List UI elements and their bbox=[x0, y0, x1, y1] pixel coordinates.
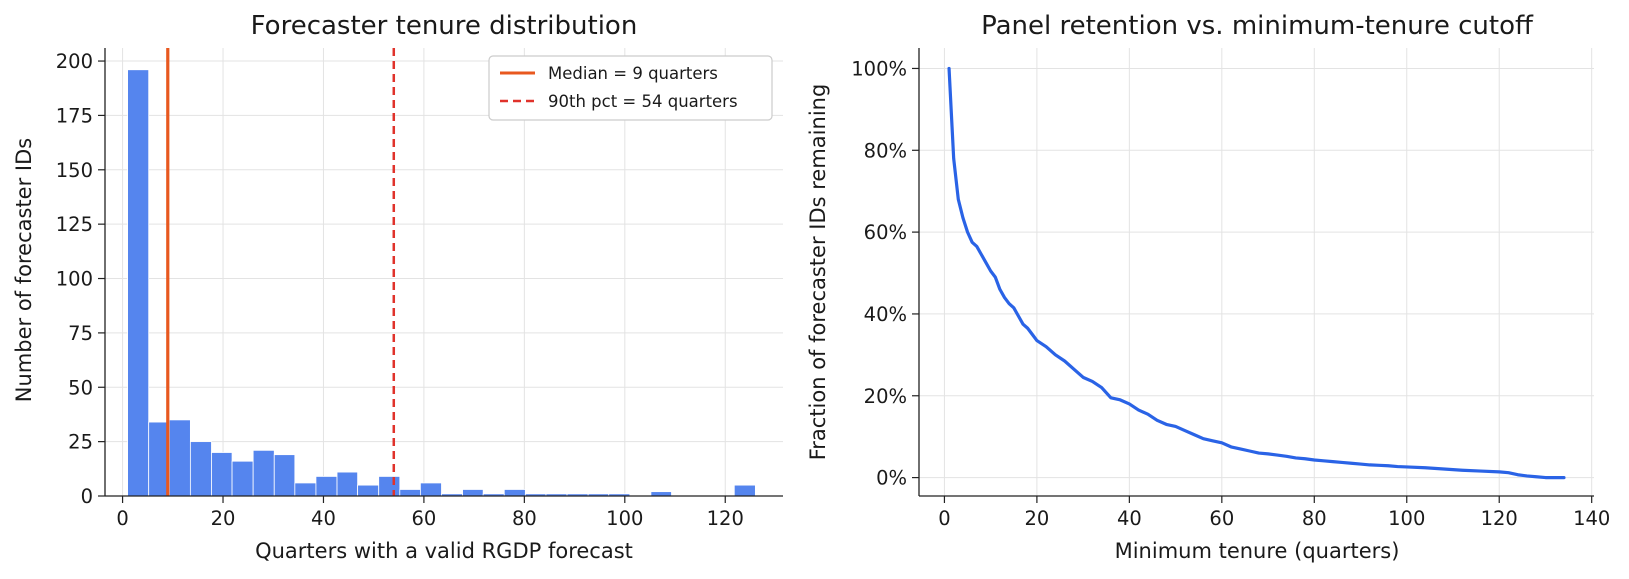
histogram-bar bbox=[357, 484, 380, 497]
y-tick-label: 200 bbox=[56, 50, 93, 73]
histogram-title: Forecaster tenure distribution bbox=[251, 11, 638, 41]
x-tick-label: 20 bbox=[211, 507, 236, 530]
y-tick-label: 25 bbox=[68, 431, 93, 454]
x-tick-label: 80 bbox=[1302, 507, 1327, 530]
histogram-bar bbox=[252, 449, 275, 497]
y-tick-label: 40% bbox=[864, 303, 907, 326]
retention-axes bbox=[918, 48, 1594, 497]
x-tick-label: 120 bbox=[1481, 507, 1518, 530]
y-tick-label: 150 bbox=[56, 159, 93, 182]
retention-series bbox=[947, 66, 1566, 480]
x-tick-label: 80 bbox=[512, 507, 537, 530]
x-tick-label: 60 bbox=[411, 507, 436, 530]
histogram-panel: Forecaster tenure distribution 0 20 40 60 80… bbox=[12, 11, 783, 563]
histogram-bar bbox=[503, 489, 526, 497]
y-tick-label: 75 bbox=[68, 322, 93, 345]
histogram-bar bbox=[273, 454, 296, 497]
x-tick-label: 100 bbox=[606, 507, 643, 530]
histogram-bar bbox=[231, 460, 254, 497]
x-tick-label: 40 bbox=[1117, 507, 1142, 530]
histogram-reference-lines bbox=[166, 48, 396, 496]
histogram-bar bbox=[378, 476, 401, 497]
y-tick-label: 20% bbox=[864, 385, 907, 408]
x-tick-label: 100 bbox=[1388, 507, 1425, 530]
histogram-y-ticks: 0 25 50 75 100 125 150 175 200 bbox=[56, 50, 105, 508]
legend-frame bbox=[488, 55, 773, 121]
retention-x-ticks: 0 20 40 60 80 100 120 140 bbox=[938, 496, 1610, 530]
y-tick-label: 125 bbox=[56, 213, 93, 236]
y-tick-label: 60% bbox=[864, 221, 907, 244]
y-tick-label: 175 bbox=[56, 104, 93, 127]
retention-gridlines bbox=[919, 48, 1594, 496]
y-tick-label: 50 bbox=[68, 376, 93, 399]
retention-title: Panel retention vs. minimum-tenure cutof… bbox=[981, 11, 1534, 41]
legend-median-label: Median = 9 quarters bbox=[548, 64, 718, 83]
histogram-bar bbox=[127, 69, 150, 497]
histogram-bar bbox=[189, 441, 212, 497]
histogram-y-axis-label: Number of forecaster IDs bbox=[12, 138, 36, 402]
y-tick-label: 80% bbox=[864, 139, 907, 162]
histogram-bar bbox=[294, 482, 317, 497]
histogram-bar bbox=[315, 476, 338, 497]
retention-curve bbox=[947, 66, 1566, 480]
histogram-bar bbox=[399, 489, 421, 497]
x-tick-label: 0 bbox=[116, 507, 128, 530]
histogram-x-ticks: 0 20 40 60 80 100 120 bbox=[116, 496, 744, 530]
histogram-bar bbox=[462, 489, 484, 497]
histogram-bar bbox=[650, 491, 672, 497]
histogram-bar bbox=[211, 452, 233, 497]
histogram-bar bbox=[336, 471, 359, 497]
x-tick-label: 20 bbox=[1024, 507, 1049, 530]
histogram-bar bbox=[168, 419, 191, 497]
y-tick-label: 0 bbox=[81, 485, 93, 508]
histogram-legend: Median = 9 quarters 90th pct = 54 quarte… bbox=[488, 55, 773, 121]
histogram-bar bbox=[419, 482, 442, 497]
retention-y-ticks: 0% 20% 40% 60% 80% 100% bbox=[851, 57, 919, 490]
legend-p90-label: 90th pct = 54 quarters bbox=[548, 92, 738, 111]
y-tick-label: 0% bbox=[876, 467, 907, 490]
x-tick-label: 140 bbox=[1573, 507, 1610, 530]
histogram-bars bbox=[127, 69, 756, 497]
y-tick-label: 100% bbox=[851, 57, 907, 80]
x-tick-label: 40 bbox=[311, 507, 336, 530]
histogram-gridlines bbox=[105, 48, 783, 497]
x-tick-label: 60 bbox=[1209, 507, 1234, 530]
retention-y-axis-label: Fraction of forecaster IDs remaining bbox=[806, 84, 830, 461]
histogram-bar bbox=[733, 484, 756, 497]
retention-panel: Panel retention vs. minimum-tenure cutof… bbox=[806, 11, 1610, 563]
retention-x-axis-label: Minimum tenure (quarters) bbox=[1115, 539, 1400, 563]
x-tick-label: 0 bbox=[938, 507, 950, 530]
y-tick-label: 100 bbox=[56, 268, 93, 291]
histogram-axes bbox=[104, 48, 783, 497]
histogram-x-axis-label: Quarters with a valid RGDP forecast bbox=[255, 539, 633, 563]
x-tick-label: 120 bbox=[707, 507, 744, 530]
